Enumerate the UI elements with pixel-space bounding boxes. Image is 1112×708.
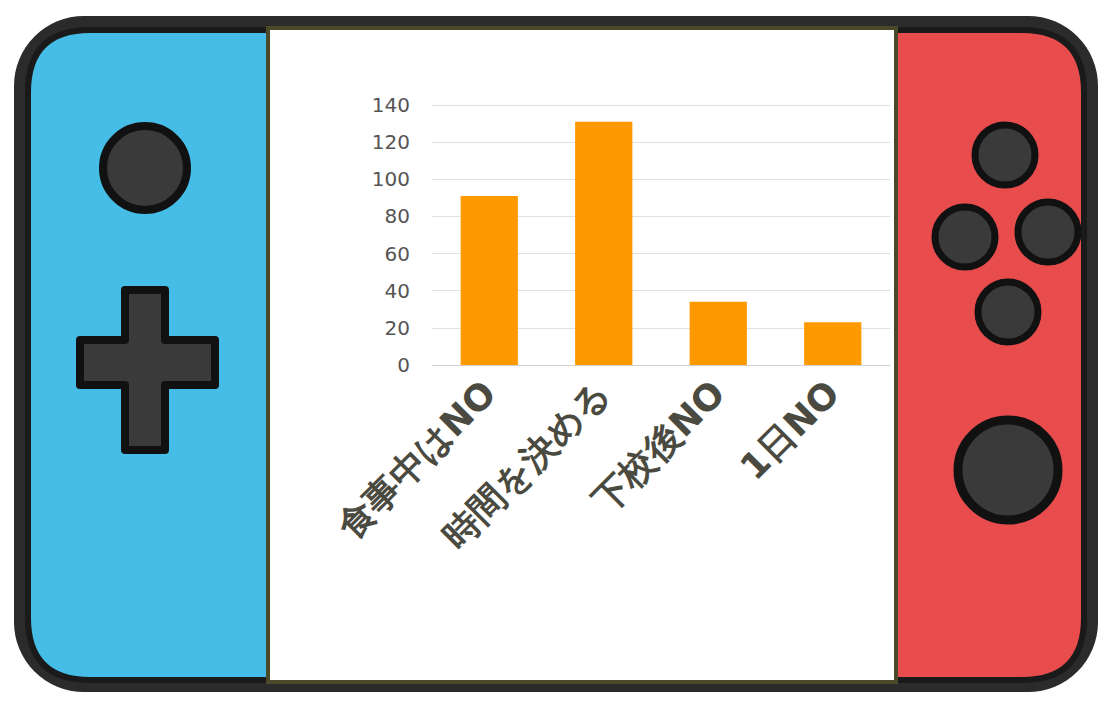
svg-text:20: 20 — [385, 316, 410, 340]
svg-text:時間を決める: 時間を決める — [434, 373, 618, 557]
svg-text:60: 60 — [385, 242, 410, 266]
svg-text:食事中はNO: 食事中はNO — [329, 372, 504, 547]
svg-text:120: 120 — [372, 130, 410, 154]
svg-text:40: 40 — [385, 279, 410, 303]
svg-text:下校後NO: 下校後NO — [584, 373, 732, 521]
svg-text:100: 100 — [372, 167, 410, 191]
svg-text:80: 80 — [385, 204, 410, 228]
svg-text:1日NO: 1日NO — [732, 373, 847, 488]
svg-text:0: 0 — [397, 353, 410, 377]
svg-text:140: 140 — [372, 93, 410, 117]
